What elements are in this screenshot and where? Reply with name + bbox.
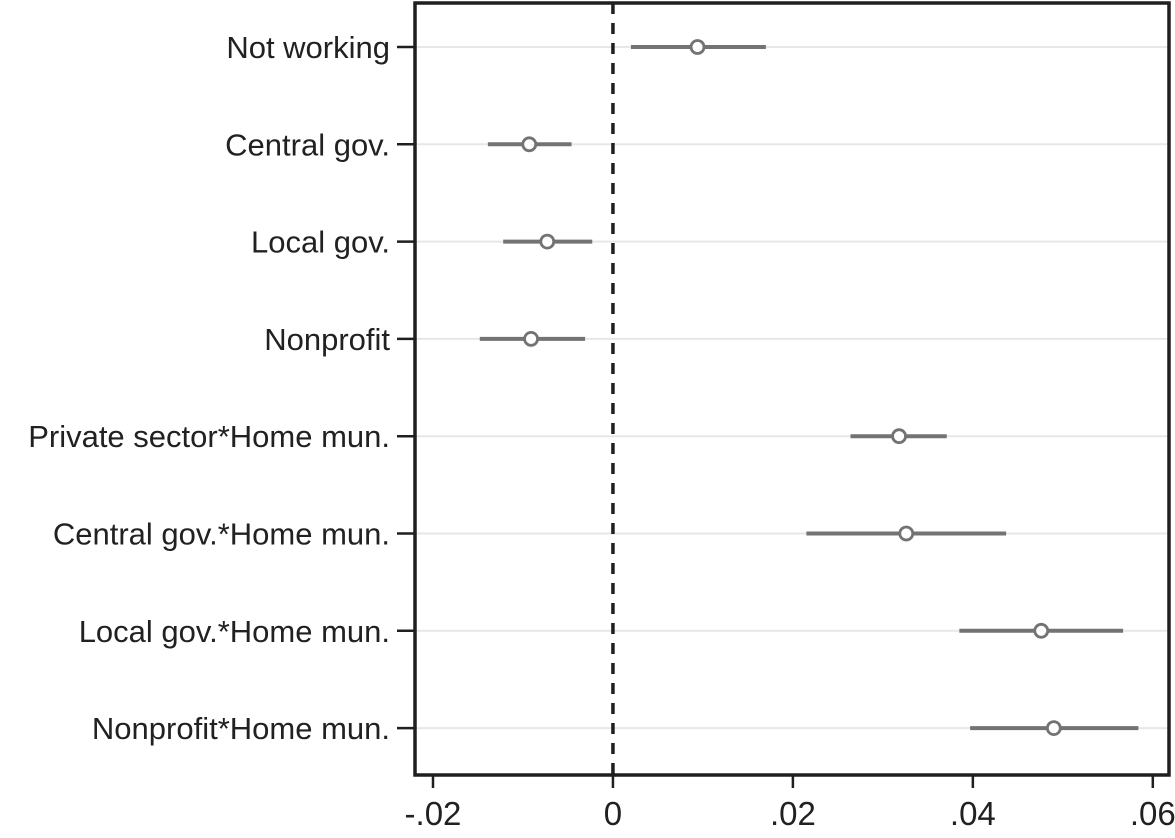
category-label: Private sector*Home mun. bbox=[28, 419, 390, 454]
point-estimate-marker bbox=[689, 39, 706, 55]
category-label: Nonprofit bbox=[264, 322, 390, 357]
x-tick-label: .06 bbox=[1130, 795, 1175, 832]
point-estimate-marker bbox=[539, 233, 556, 250]
point-estimate-marker bbox=[1033, 622, 1050, 639]
x-tick-label: .04 bbox=[950, 795, 996, 832]
category-label: Local gov. bbox=[251, 225, 390, 260]
point-estimate-marker bbox=[891, 428, 907, 445]
x-tick-label: .02 bbox=[770, 795, 816, 832]
category-label: Central gov.*Home mun. bbox=[53, 517, 390, 552]
plot-area bbox=[415, 3, 1169, 775]
x-tick-label: -.02 bbox=[405, 795, 462, 832]
x-tick-label: 0 bbox=[604, 795, 622, 832]
point-estimate-marker bbox=[523, 330, 539, 347]
point-estimate-marker bbox=[1045, 720, 1062, 736]
point-estimate-marker bbox=[898, 525, 915, 542]
category-label: Central gov. bbox=[225, 127, 390, 162]
category-label: Local gov.*Home mun. bbox=[79, 614, 390, 649]
plot-frame bbox=[413, 1, 1171, 777]
category-label: Nonprofit*Home mun. bbox=[92, 711, 390, 746]
category-label: Not working bbox=[226, 30, 390, 65]
point-estimate-marker bbox=[521, 136, 538, 153]
